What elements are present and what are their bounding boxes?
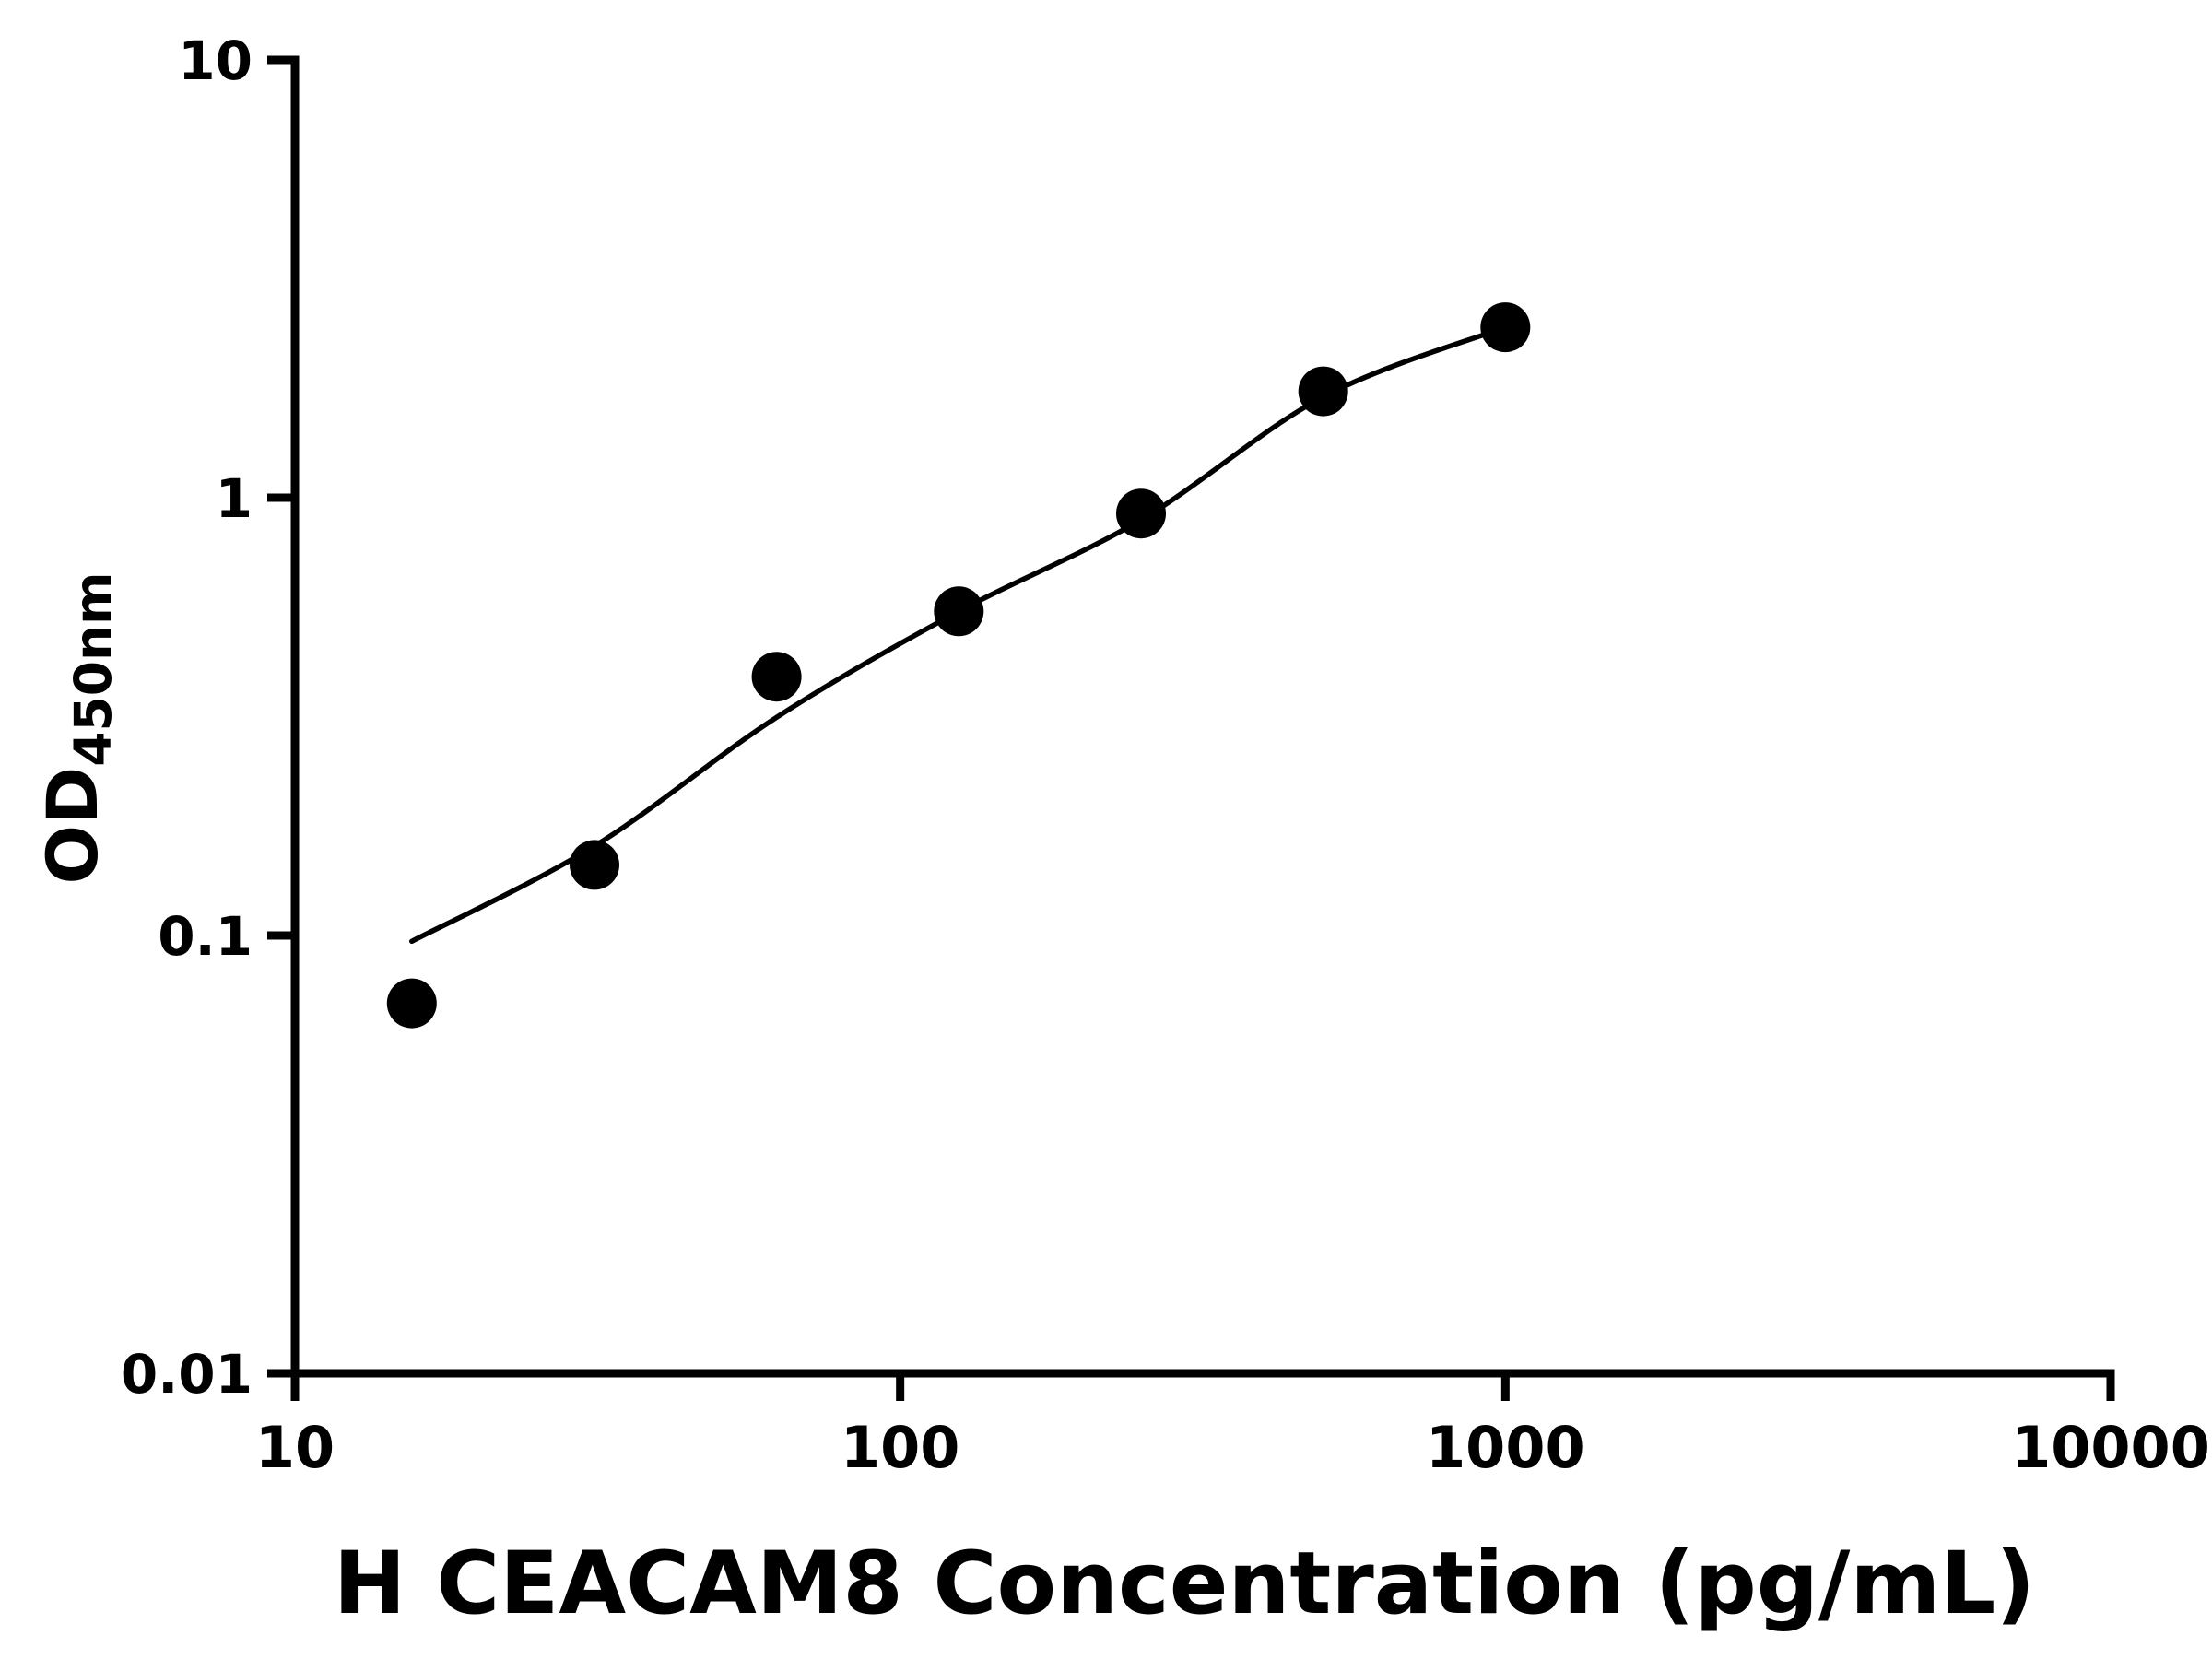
x-tick-labels-group: 10 100 1000 10000 [255, 1414, 2210, 1481]
x-tick-label: 100 [841, 1414, 959, 1481]
data-point [570, 840, 619, 890]
data-point [751, 652, 802, 702]
y-axis-title-subscript: 450nm [64, 572, 123, 767]
data-point [1116, 488, 1166, 539]
axes-group: 10 100 1000 10000 0.01 0.1 1 10 [121, 29, 2210, 1481]
y-tick-label: 0.1 [158, 905, 253, 968]
y-tick-label: 0.01 [121, 1343, 253, 1406]
y-axis-title-main: OD [31, 767, 113, 885]
data-points-group [386, 302, 1531, 1029]
y-axis-title: OD450nm [31, 572, 123, 885]
data-point [386, 978, 437, 1029]
y-ticks-group [267, 55, 295, 1378]
x-axis-title: H CEACAM8 Concentration (pg/mL) [334, 1534, 2035, 1634]
x-tick-label: 1000 [1426, 1414, 1585, 1481]
y-tick-label: 1 [216, 467, 253, 530]
x-ticks-group [290, 1373, 2115, 1401]
y-tick-label: 10 [178, 29, 253, 92]
data-point [934, 586, 984, 637]
data-point [1298, 366, 1348, 417]
y-tick-labels-group: 0.01 0.1 1 10 [121, 29, 253, 1406]
axis-lines [290, 55, 2115, 1378]
x-tick-label: 10 [255, 1414, 335, 1481]
data-point [1480, 302, 1531, 353]
x-tick-label: 10000 [2011, 1414, 2210, 1481]
